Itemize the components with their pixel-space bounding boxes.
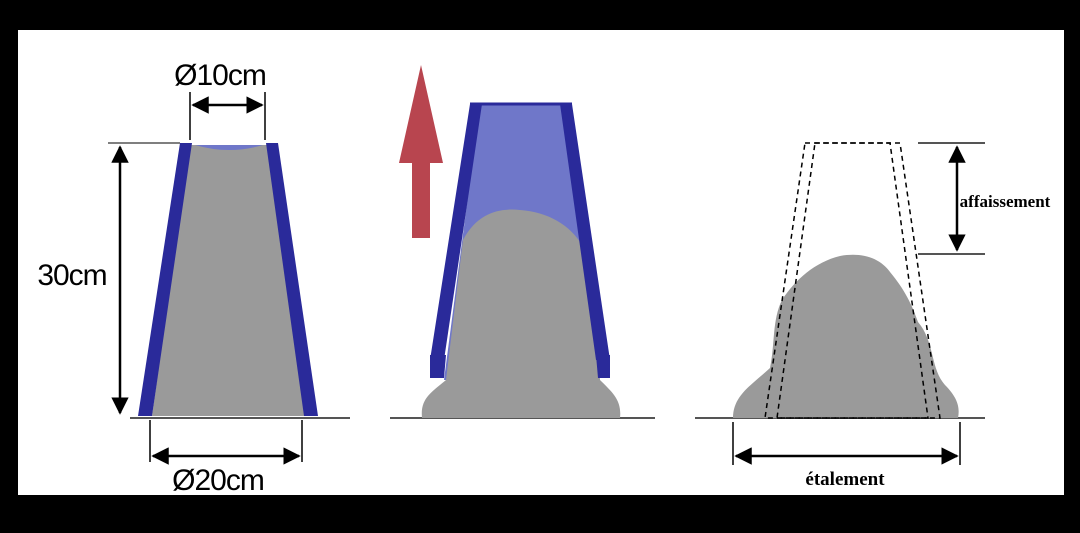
concrete-in-cone — [152, 145, 305, 416]
top-diameter-label: Ø10cm — [174, 59, 266, 92]
stage-filled-cone: Ø10cm 30cm Ø20cm — [37, 59, 350, 497]
spread-label: étalement — [805, 469, 885, 490]
stage-lifting-cone — [390, 65, 655, 419]
lifted-cone-right-wall — [560, 104, 610, 360]
lifted-cone-left-wall — [430, 104, 482, 360]
concrete-final — [733, 254, 959, 418]
cone-left-wall — [138, 143, 192, 416]
up-arrow-icon — [399, 65, 443, 238]
lifted-cone-right-foot — [596, 355, 610, 378]
concrete-slumped — [421, 209, 621, 418]
stage-slump-measurement: affaissement étalement — [695, 142, 1051, 490]
cone-right-wall — [266, 143, 318, 416]
slump-label: affaissement — [960, 192, 1051, 211]
top-meniscus — [195, 145, 263, 150]
bottom-diameter-label: Ø20cm — [172, 464, 264, 497]
original-cone-outline-inner — [776, 142, 929, 419]
original-cone-outline-outer — [764, 142, 941, 419]
lifted-cone-left-foot — [430, 355, 446, 378]
height-label: 30cm — [37, 259, 106, 292]
